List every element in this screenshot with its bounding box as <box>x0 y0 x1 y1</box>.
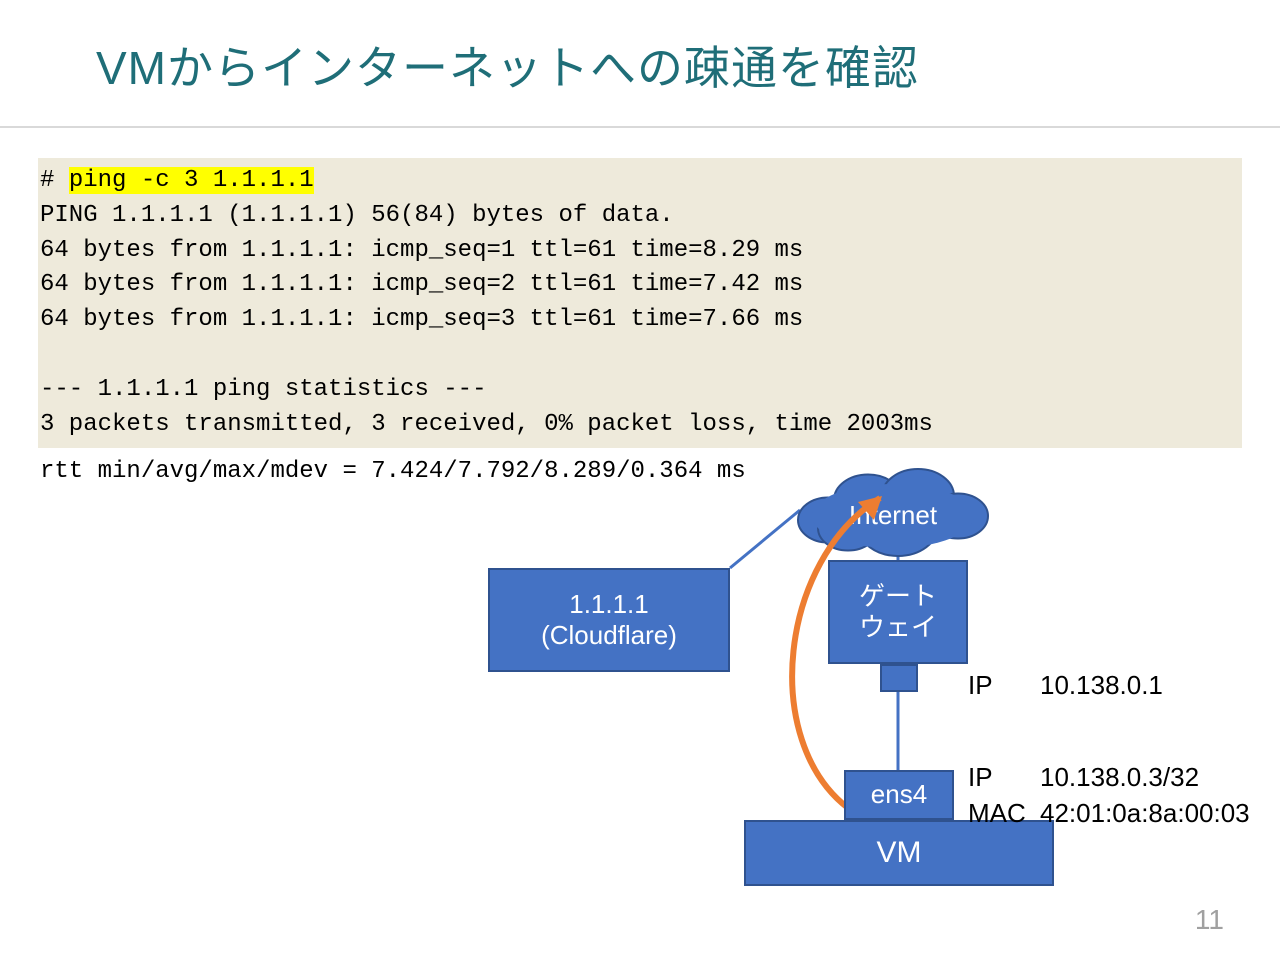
ens4-ip-key: IP <box>968 762 993 792</box>
out-line-1: 64 bytes from 1.1.1.1: icmp_seq=1 ttl=61… <box>40 237 803 264</box>
rtt-line: rtt min/avg/max/mdev = 7.424/7.792/8.289… <box>40 458 746 485</box>
ens4-mac-value: 42:01:0a:8a:00:03 <box>1040 798 1250 829</box>
cf-line1: 1.1.1.1 <box>569 589 649 619</box>
vm-label: VM <box>877 835 922 871</box>
gateway-port <box>880 664 918 692</box>
ens4-ip-value: 10.138.0.3/32 <box>1040 762 1199 793</box>
page-number: 11 <box>1195 904 1224 936</box>
gw-line2: ウェイ <box>859 612 937 642</box>
ens4-mac-label: MAC <box>968 798 1026 829</box>
title-text: VMからインターネットへの疎通を確認 <box>96 42 919 94</box>
terminal-output: # ping -c 3 1.1.1.1 PING 1.1.1.1 (1.1.1.… <box>38 158 1242 448</box>
gw-ip-key: IP <box>968 670 993 700</box>
rtt-text: rtt min/avg/max/mdev = 7.424/7.792/8.289… <box>40 458 746 485</box>
ping-command: ping -c 3 1.1.1.1 <box>69 167 314 194</box>
ens4-box: ens4 <box>844 770 954 820</box>
slide-title: VMからインターネットへの疎通を確認 <box>96 32 919 98</box>
gateway-box: ゲート ウェイ <box>828 560 968 664</box>
ens4-ip-label: IP <box>968 762 993 793</box>
traffic-arrow-head <box>858 496 882 520</box>
ens4-ip-val: 10.138.0.3/32 <box>1040 762 1199 792</box>
ens4-mac-key: MAC <box>968 798 1026 828</box>
cloudflare-box: 1.1.1.1 (Cloudflare) <box>488 568 730 672</box>
svg-text:Internet: Internet <box>849 500 938 530</box>
out-line-5: --- 1.1.1.1 ping statistics --- <box>40 376 486 403</box>
gw-ip-value: 10.138.0.1 <box>1040 670 1163 701</box>
internet-cloud: Internet <box>798 469 988 556</box>
ens4-mac-val: 42:01:0a:8a:00:03 <box>1040 798 1250 828</box>
vm-box: VM <box>744 820 1054 886</box>
cf-line2: (Cloudflare) <box>541 620 677 650</box>
gw-ip-val: 10.138.0.1 <box>1040 670 1163 700</box>
out-line-0: PING 1.1.1.1 (1.1.1.1) 56(84) bytes of d… <box>40 202 674 229</box>
out-line-2: 64 bytes from 1.1.1.1: icmp_seq=2 ttl=61… <box>40 271 803 298</box>
title-divider <box>0 126 1280 128</box>
page-number-text: 11 <box>1195 904 1224 935</box>
gw-ip-label: IP <box>968 670 993 701</box>
gw-line1: ゲート <box>859 581 937 611</box>
out-line-3: 64 bytes from 1.1.1.1: icmp_seq=3 ttl=61… <box>40 306 803 333</box>
ens4-label: ens4 <box>871 779 927 810</box>
out-line-6: 3 packets transmitted, 3 received, 0% pa… <box>40 411 933 438</box>
prompt: # <box>40 167 69 194</box>
